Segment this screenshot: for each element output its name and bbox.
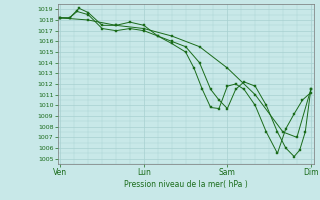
X-axis label: Pression niveau de la mer( hPa ): Pression niveau de la mer( hPa ) [124, 180, 247, 189]
